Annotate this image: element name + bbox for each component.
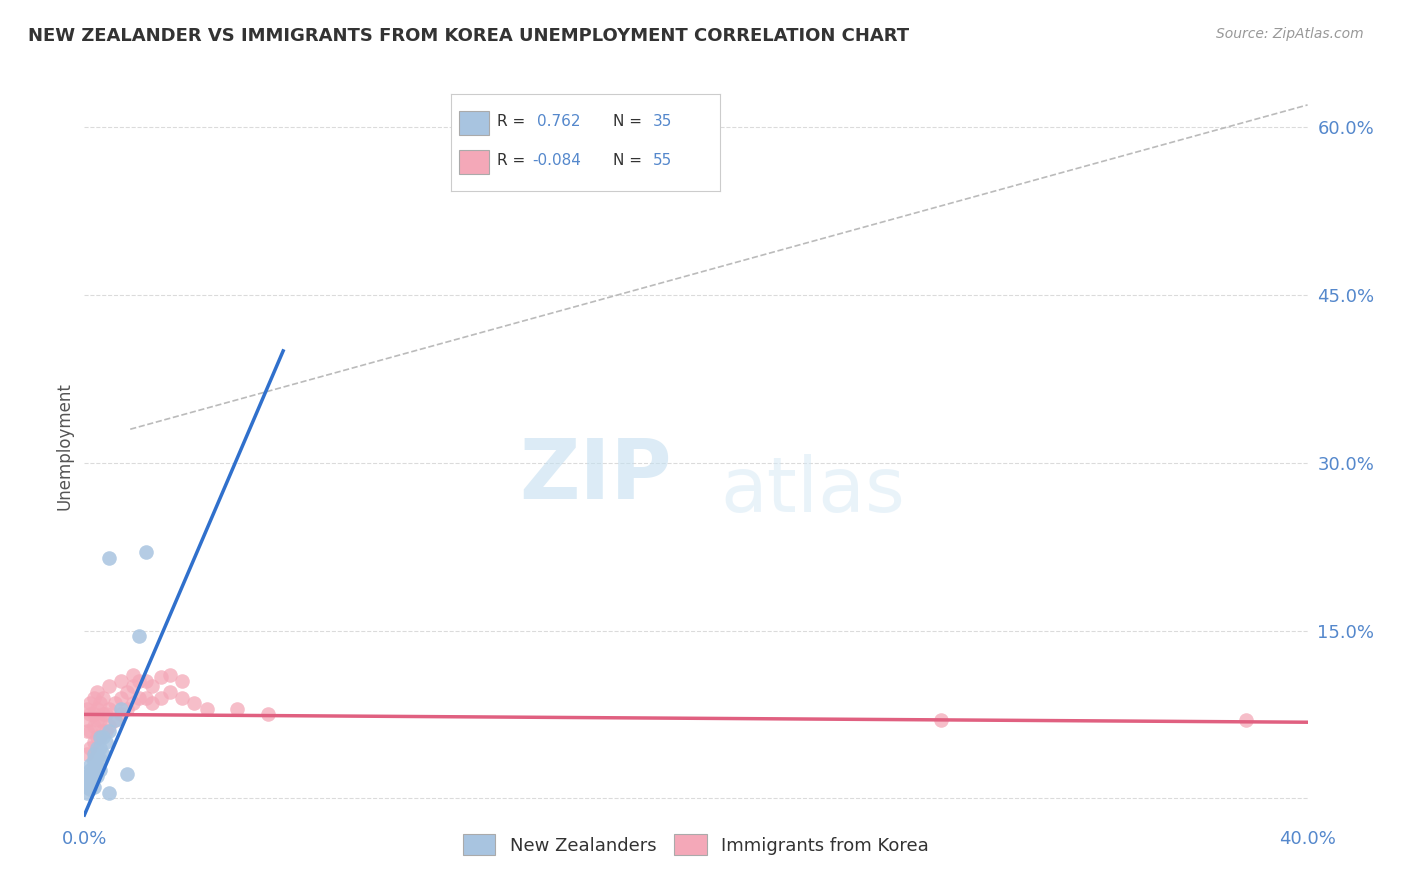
Point: [128, 673, 150, 688]
Point: [83, 707, 105, 722]
Point: [172, 673, 194, 688]
Point: [83, 747, 105, 761]
Point: [76, 724, 98, 739]
Point: [76, 786, 98, 800]
Point: [257, 707, 280, 722]
Text: Source: ZipAtlas.com: Source: ZipAtlas.com: [1216, 27, 1364, 41]
Point: [97, 786, 120, 800]
Point: [110, 702, 132, 716]
Point: [86, 769, 108, 783]
Point: [195, 702, 218, 716]
Point: [76, 713, 98, 727]
Point: [91, 747, 114, 761]
Point: [115, 766, 138, 780]
Point: [226, 702, 249, 716]
Point: [110, 673, 132, 688]
Point: [79, 757, 101, 772]
Point: [110, 690, 132, 705]
Point: [141, 680, 163, 694]
Point: [149, 671, 172, 685]
Point: [89, 730, 111, 744]
Point: [89, 696, 111, 710]
Point: [83, 780, 105, 794]
Point: [76, 702, 98, 716]
Point: [89, 752, 111, 766]
Point: [83, 690, 105, 705]
Point: [83, 752, 105, 766]
Point: [104, 713, 127, 727]
Point: [83, 718, 105, 732]
Point: [76, 747, 98, 761]
Legend: New Zealanders, Immigrants from Korea: New Zealanders, Immigrants from Korea: [454, 825, 938, 864]
Point: [183, 696, 205, 710]
Point: [76, 780, 98, 794]
Point: [122, 680, 145, 694]
Text: ZIP: ZIP: [519, 435, 672, 516]
Point: [79, 771, 101, 785]
Point: [97, 550, 120, 565]
Point: [86, 713, 108, 727]
Point: [79, 766, 101, 780]
Point: [76, 769, 98, 783]
Point: [86, 685, 108, 699]
Point: [159, 685, 181, 699]
Point: [141, 696, 163, 710]
Point: [79, 696, 101, 710]
Point: [91, 707, 114, 722]
Point: [135, 545, 157, 559]
Text: NEW ZEALANDER VS IMMIGRANTS FROM KOREA UNEMPLOYMENT CORRELATION CHART: NEW ZEALANDER VS IMMIGRANTS FROM KOREA U…: [28, 27, 910, 45]
Point: [86, 757, 108, 772]
Point: [97, 724, 120, 739]
Point: [94, 724, 117, 739]
Point: [97, 718, 120, 732]
Point: [79, 778, 101, 792]
Point: [86, 730, 108, 744]
Point: [115, 685, 138, 699]
Point: [83, 771, 105, 785]
Point: [128, 690, 150, 705]
Point: [86, 702, 108, 716]
Point: [149, 690, 172, 705]
Point: [91, 724, 114, 739]
Point: [91, 690, 114, 705]
Point: [94, 707, 117, 722]
Point: [91, 730, 114, 744]
Text: atlas: atlas: [720, 454, 905, 528]
Point: [79, 724, 101, 739]
Point: [1236, 713, 1258, 727]
Point: [104, 713, 127, 727]
Y-axis label: Unemployment: Unemployment: [55, 382, 73, 510]
Point: [89, 713, 111, 727]
Point: [159, 668, 181, 682]
Point: [89, 730, 111, 744]
Point: [89, 741, 111, 756]
Point: [86, 741, 108, 756]
Point: [135, 673, 157, 688]
Point: [76, 774, 98, 789]
Point: [929, 713, 952, 727]
Point: [128, 629, 150, 643]
Point: [122, 668, 145, 682]
Point: [94, 735, 117, 749]
Point: [83, 756, 105, 770]
Point: [97, 702, 120, 716]
Point: [79, 707, 101, 722]
Point: [79, 741, 101, 756]
Point: [79, 764, 101, 778]
Point: [115, 702, 138, 716]
Point: [172, 690, 194, 705]
Point: [122, 696, 145, 710]
Point: [135, 690, 157, 705]
Point: [83, 735, 105, 749]
Point: [110, 707, 132, 722]
Point: [83, 764, 105, 778]
Point: [79, 782, 101, 797]
Point: [89, 764, 111, 778]
Point: [104, 696, 127, 710]
Point: [97, 680, 120, 694]
Point: [86, 748, 108, 763]
